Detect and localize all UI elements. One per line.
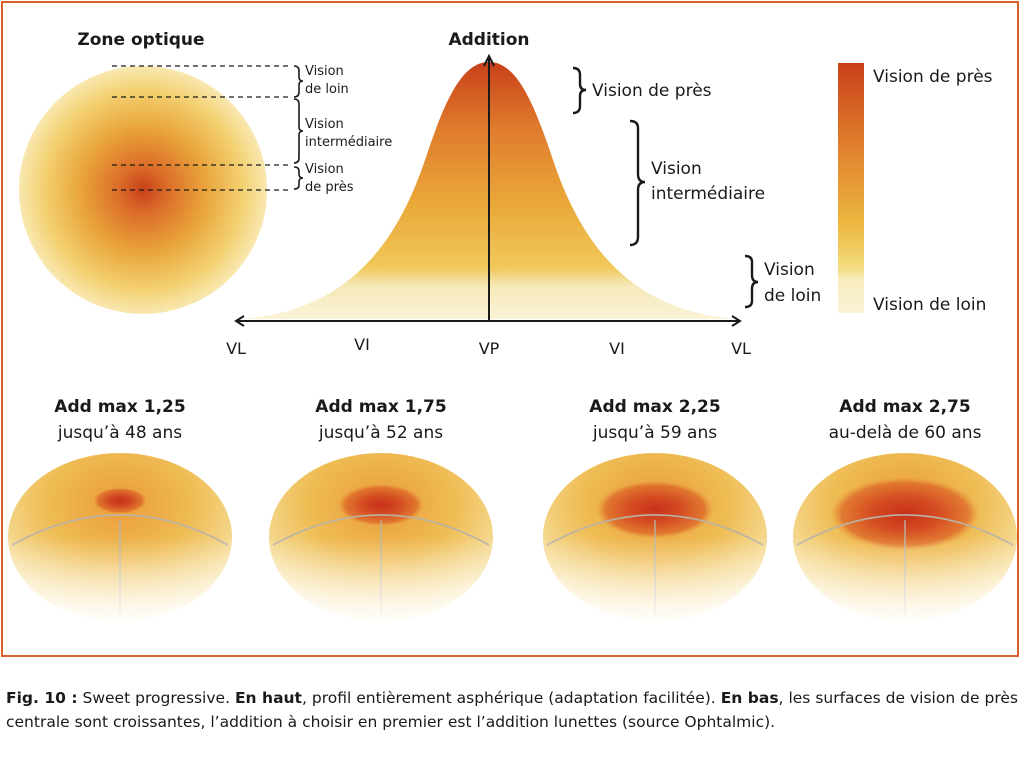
lens-subtitle: jusqu’à 48 ans xyxy=(57,423,182,443)
caption-text-3: , les surfaces de vision de près central… xyxy=(6,689,1018,731)
profile-axis-labels: VL VI VP VI VL xyxy=(226,335,751,358)
lens-edge-fade xyxy=(8,453,232,621)
profile-near-label: Vision de près xyxy=(592,81,712,101)
profile-far-label-2: de loin xyxy=(764,286,821,306)
lens-subtitle: jusqu’à 59 ans xyxy=(592,423,717,443)
optical-zone-guides xyxy=(112,65,292,191)
profile-far-label-1: Vision xyxy=(764,260,815,280)
lens-2: Add max 1,75 jusqu’à 52 ans xyxy=(269,397,493,621)
lens-1: Add max 1,25 jusqu’à 48 ans xyxy=(8,397,232,621)
lens-title: Add max 1,75 xyxy=(315,397,446,417)
zone-near-label-1: Vision xyxy=(305,162,344,177)
optical-zone-braces xyxy=(293,65,304,190)
profile-braces xyxy=(572,66,759,309)
lens-subtitle: jusqu’à 52 ans xyxy=(318,423,443,443)
zone-far-label-2: de loin xyxy=(305,82,349,97)
lens-edge-fade xyxy=(269,453,493,621)
figure-caption: Fig. 10 : Sweet progressive. En haut, pr… xyxy=(6,686,1018,734)
caption-label: Fig. 10 : xyxy=(6,689,78,707)
lens-title: Add max 2,25 xyxy=(589,397,720,417)
axis-label-vi-left: VI xyxy=(354,335,370,354)
optical-zone-title: Zone optique xyxy=(77,30,204,50)
figure-diagram: Zone optique Vision de loin Vision inter… xyxy=(8,30,1017,621)
caption-text-1: Sweet progressive. xyxy=(77,689,235,707)
lens-edge-fade xyxy=(793,453,1017,621)
legend-gradient-bar xyxy=(838,63,864,313)
axis-label-vl-right: VL xyxy=(731,339,751,358)
profile-inter-label-2: intermédiaire xyxy=(651,184,765,204)
legend-far-label: Vision de loin xyxy=(873,295,986,315)
lens-3: Add max 2,25 jusqu’à 59 ans xyxy=(543,397,767,621)
zone-inter-label-2: intermédiaire xyxy=(305,135,392,150)
lens-edge-fade xyxy=(543,453,767,621)
profile-inter-label-1: Vision xyxy=(651,159,702,179)
axis-label-vi-right: VI xyxy=(609,339,625,358)
lens-4: Add max 2,75 au-delà de 60 ans xyxy=(793,397,1017,621)
profile-title: Addition xyxy=(448,30,529,50)
lens-title: Add max 1,25 xyxy=(54,397,185,417)
zone-near-label-2: de près xyxy=(305,180,354,195)
legend-near-label: Vision de près xyxy=(873,67,993,87)
axis-label-vl-left: VL xyxy=(226,339,246,358)
caption-bold-1: En haut xyxy=(234,689,302,707)
lens-title: Add max 2,75 xyxy=(839,397,970,417)
profile-axes xyxy=(234,53,742,327)
caption-text-2: , profil entièrement asphérique (adaptat… xyxy=(301,689,721,707)
zone-inter-label-1: Vision xyxy=(305,117,344,132)
caption-bold-2: En bas xyxy=(720,689,779,707)
axis-label-vp: VP xyxy=(479,339,500,358)
lenses-row: Add max 1,25 jusqu’à 48 ans Add max 1,75 ju… xyxy=(8,397,1017,621)
zone-far-label-1: Vision xyxy=(305,64,344,79)
lens-subtitle: au-delà de 60 ans xyxy=(829,423,982,443)
